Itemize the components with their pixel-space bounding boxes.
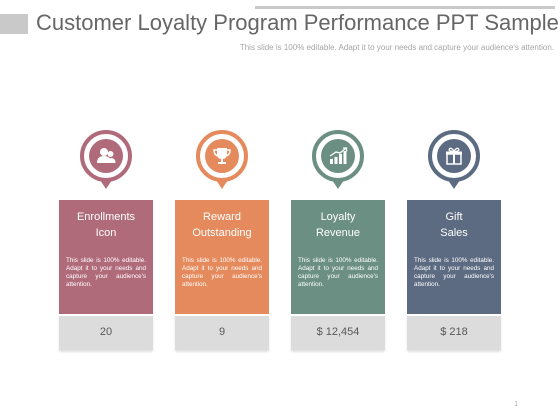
card-title: Reward Outstanding: [192, 211, 252, 239]
card-body: This slide is 100% editable. Adapt it to…: [298, 257, 378, 288]
icon-ring: [80, 130, 132, 182]
page-number: 1: [514, 401, 518, 408]
card-title: Gift Sales: [440, 211, 468, 239]
icon-ring: [312, 130, 364, 182]
title-accent-bar: [0, 14, 28, 34]
card-title: Loyalty Revenue: [315, 211, 361, 239]
icon-ring: [196, 130, 248, 182]
card-enrollments: Enrollments Icon This slide is 100% edit…: [59, 130, 153, 350]
card-value: $ 12,454: [316, 326, 360, 338]
card-body: This slide is 100% editable. Adapt it to…: [182, 257, 262, 288]
trophy-icon: [213, 148, 231, 164]
top-divider: [255, 6, 555, 9]
bar-chart-icon: [329, 147, 348, 164]
icon-ring: [428, 130, 480, 182]
card-title: Enrollments Icon: [76, 211, 136, 239]
card-value: 9: [218, 326, 226, 338]
gift-icon: [446, 147, 462, 165]
card-panel: Reward Outstanding This slide is 100% ed…: [175, 200, 269, 314]
slide-title: Customer Loyalty Program Performance PPT…: [36, 10, 559, 35]
card-value: 20: [99, 326, 113, 338]
card-reward-outstanding: Reward Outstanding This slide is 100% ed…: [175, 130, 269, 350]
value-box: $ 218: [407, 316, 501, 350]
value-box: $ 12,454: [291, 316, 385, 350]
value-box: 9: [175, 316, 269, 350]
card-panel: Enrollments Icon This slide is 100% edit…: [59, 200, 153, 314]
value-box: 20: [59, 316, 153, 350]
users-icon: [97, 148, 116, 163]
card-panel: Loyalty Revenue This slide is 100% edita…: [291, 200, 385, 314]
card-body: This slide is 100% editable. Adapt it to…: [66, 257, 146, 288]
card-value: $ 218: [440, 326, 468, 338]
card-body: This slide is 100% editable. Adapt it to…: [414, 257, 494, 288]
card-panel: Gift Sales This slide is 100% editable. …: [407, 200, 501, 314]
card-gift-sales: Gift Sales This slide is 100% editable. …: [407, 130, 501, 350]
card-loyalty-revenue: Loyalty Revenue This slide is 100% edita…: [291, 130, 385, 350]
slide-subtitle: This slide is 100% editable. Adapt it to…: [239, 43, 554, 52]
